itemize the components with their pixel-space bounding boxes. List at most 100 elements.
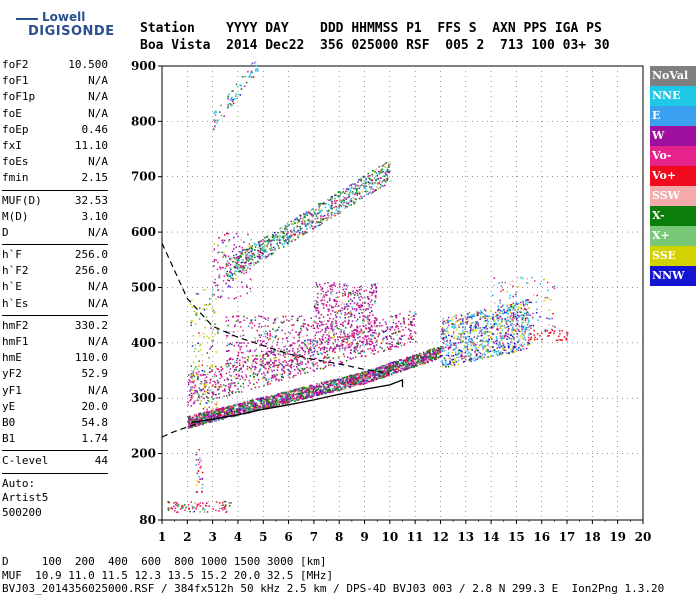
echo-point [291,356,294,358]
param-row: fmin 2.15 [2,171,108,187]
echo-point [269,366,272,369]
echo-point [471,338,473,340]
echo-point [357,380,360,383]
echo-point [435,358,437,360]
echo-point [497,350,500,352]
echo-point [271,376,274,378]
echo-point [237,410,239,412]
echo-point [359,299,361,301]
echo-point [265,342,268,345]
echo-point [310,391,313,394]
param-name: yE [2,399,16,413]
echo-point [426,361,429,363]
param-value: 54.8 [81,415,109,429]
echo-point [256,404,258,407]
echo-point [430,350,432,352]
echo-point [239,409,242,411]
echo-point [401,362,403,365]
echo-point [440,330,443,333]
echo-point [245,368,248,371]
echo-point [369,311,371,314]
echo-point [315,341,318,343]
echo-point [240,375,243,377]
echo-point [330,364,332,366]
echo-point [361,349,363,352]
echo-point [445,365,447,368]
echo-point [313,351,315,353]
echo-point [190,405,193,407]
echo-point [218,396,221,399]
echo-point [289,399,291,401]
echo-point [358,289,361,291]
echo-point [238,410,241,413]
echo-point [385,323,387,325]
echo-point [340,304,342,306]
echo-point [417,362,419,364]
echo-point [218,408,221,410]
echo-point [210,417,213,419]
echo-point [314,306,316,308]
echo-point [226,359,228,362]
echo-point [335,387,337,390]
echo-point [518,316,520,319]
echo-point [319,330,322,333]
echo-point [317,331,320,333]
echo-point [281,391,284,394]
echo-point [348,337,350,339]
echo-point [293,400,296,402]
echo-point [284,402,287,405]
echo-point [325,381,328,383]
echo-point [349,311,352,314]
echo-point [209,367,211,369]
echo-point [255,398,257,400]
echo-point [259,355,261,357]
echo-point [297,354,299,357]
echo-point [289,345,291,347]
echo-point [475,347,477,349]
echo-point [347,321,350,323]
echo-point [322,362,325,364]
echo-point [407,318,410,320]
echo-point [272,351,274,354]
echo-point [281,329,283,332]
echo-point [391,367,393,369]
echo-point [485,349,488,351]
echo-point [273,362,275,364]
echo-point [309,355,312,357]
echo-point [349,352,352,354]
echo-point [261,407,264,409]
echo-point [247,384,249,387]
echo-point [394,345,396,348]
echo-point [367,348,369,350]
echo-point [444,320,447,323]
echo-point [326,327,328,329]
echo-point [364,378,366,381]
echo-point [375,286,377,288]
echo-point [364,380,366,382]
echo-point [360,330,362,333]
echo-point [187,401,189,404]
echo-point [344,292,347,295]
echo-point [194,419,197,422]
echo-point [238,342,241,344]
echo-point [367,318,369,320]
echo-point [338,347,341,350]
echo-point [266,334,269,336]
echo-point [371,368,373,371]
echo-point [323,348,325,351]
echo-point [257,378,260,381]
echo-point [511,329,513,331]
echo-point [357,372,359,375]
echo-point [284,397,286,399]
echo-point [254,319,257,321]
echo-point [453,315,456,318]
echo-point [294,368,296,371]
echo-point [270,352,272,354]
echo-point [260,334,262,336]
echo-point [429,355,431,357]
echo-point [282,338,284,340]
echo-point [507,353,509,355]
echo-point [395,368,397,370]
echo-point [269,330,271,332]
echo-point [194,425,197,427]
